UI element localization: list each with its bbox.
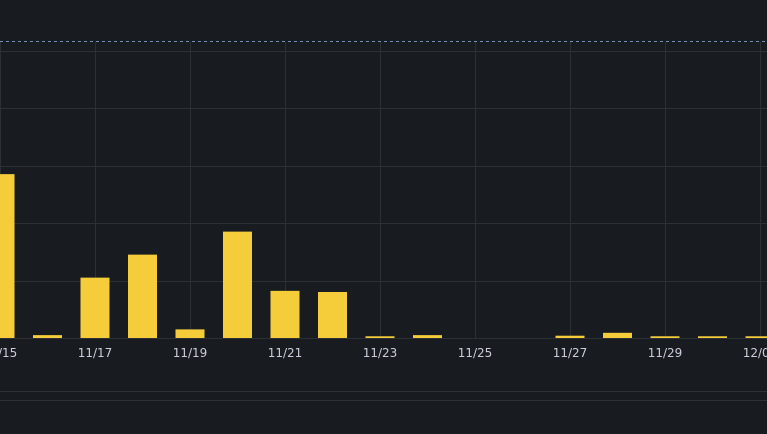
x-tick-label: 11/29 bbox=[648, 346, 683, 360]
bar-12-01[interactable] bbox=[745, 336, 767, 338]
bars bbox=[0, 174, 767, 338]
bar-11-22[interactable] bbox=[318, 292, 347, 338]
x-tick-label: 11/23 bbox=[363, 346, 398, 360]
bar-11-15[interactable] bbox=[0, 174, 15, 338]
bar-11-21[interactable] bbox=[270, 290, 300, 338]
bar-11-16[interactable] bbox=[33, 335, 62, 338]
grid bbox=[0, 42, 767, 339]
bar-11-24[interactable] bbox=[413, 335, 442, 338]
x-axis-ticks: 11/15 11/17 11/19 11/21 11/23 11/25 11/27 11/29… bbox=[0, 346, 767, 360]
x-tick-label: 11/17 bbox=[78, 346, 113, 360]
bar-11-27[interactable] bbox=[555, 335, 585, 338]
bar-11-17[interactable] bbox=[80, 277, 110, 338]
bar-11-23[interactable] bbox=[365, 336, 395, 338]
x-tick-label: 11/27 bbox=[553, 346, 588, 360]
bottom-divider-upper bbox=[0, 391, 767, 392]
bar-11-20[interactable] bbox=[223, 231, 252, 338]
bar-11-19[interactable] bbox=[175, 329, 205, 338]
bar-11-30[interactable] bbox=[698, 336, 727, 338]
x-tick-label: 11/15 bbox=[0, 346, 17, 360]
x-tick-label: 11/25 bbox=[458, 346, 493, 360]
bar-11-29[interactable] bbox=[650, 336, 680, 338]
bar-11-18[interactable] bbox=[128, 254, 157, 338]
bottom-divider-lower bbox=[0, 400, 767, 401]
bar-11-28[interactable] bbox=[603, 332, 632, 338]
x-tick-label: 11/21 bbox=[268, 346, 303, 360]
x-tick-label: 11/19 bbox=[173, 346, 208, 360]
x-tick-label: 12/01 bbox=[743, 346, 767, 360]
